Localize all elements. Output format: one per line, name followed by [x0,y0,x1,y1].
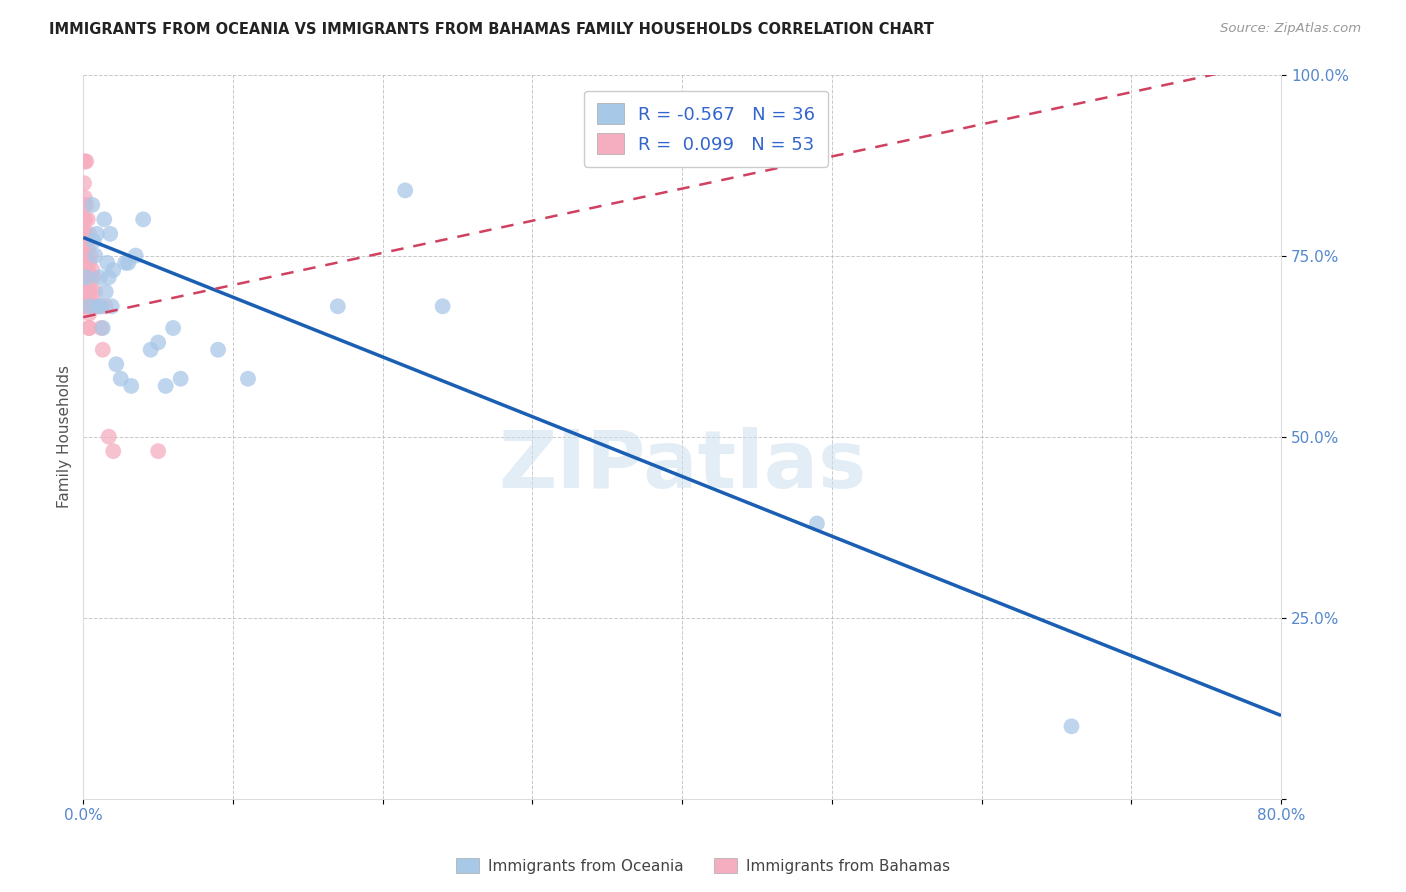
Point [125,249,148,263]
Y-axis label: Family Households: Family Households [58,365,72,508]
Point [76,212,98,227]
Point [110,372,132,386]
Point [73,198,96,212]
Point [79,299,101,313]
Point [98,227,121,241]
Point [77,227,100,241]
Point [207,343,229,357]
Point [80,249,103,263]
Point [83,234,105,248]
Point [82,263,104,277]
Point [162,321,184,335]
Point [73,154,96,169]
Point [394,183,416,197]
Legend: R = -0.567   N = 36, R =  0.099   N = 53: R = -0.567 N = 36, R = 0.099 N = 53 [585,91,828,167]
Point [86,227,108,241]
Point [76,285,98,299]
Point [114,256,136,270]
Point [77,306,100,320]
Point [146,335,169,350]
Point [73,154,96,169]
Point [91,343,114,357]
Point [75,270,97,285]
Point [75,299,97,313]
Point [77,256,100,270]
Point [75,212,97,227]
Point [76,241,98,255]
Point [146,444,169,458]
Point [87,299,110,313]
Point [73,212,96,227]
Point [77,299,100,313]
Point [1060,719,1083,733]
Point [97,430,120,444]
Point [84,285,107,299]
Point [73,285,96,299]
Legend: Immigrants from Oceania, Immigrants from Bahamas: Immigrants from Oceania, Immigrants from… [450,852,956,880]
Point [117,256,139,270]
Point [75,249,97,263]
Point [103,444,125,458]
Point [76,299,98,313]
Point [75,234,97,248]
Point [86,299,108,313]
Point [97,270,120,285]
Point [93,212,115,227]
Point [155,379,177,393]
Point [76,285,98,299]
Point [94,299,117,313]
Point [90,299,112,313]
Point [90,321,112,335]
Point [139,343,162,357]
Point [96,256,118,270]
Point [432,299,454,313]
Text: Source: ZipAtlas.com: Source: ZipAtlas.com [1220,22,1361,36]
Point [76,263,98,277]
Point [82,198,104,212]
Point [73,227,96,241]
Point [169,372,191,386]
Point [75,285,97,299]
Point [73,176,96,190]
Point [89,299,111,313]
Point [79,321,101,335]
Point [236,372,259,386]
Point [77,321,100,335]
Point [806,516,828,531]
Point [82,285,104,299]
Point [105,357,128,371]
Point [326,299,349,313]
Point [87,299,110,313]
Point [75,154,97,169]
Point [75,198,97,212]
Point [94,285,117,299]
Text: IMMIGRANTS FROM OCEANIA VS IMMIGRANTS FROM BAHAMAS FAMILY HOUSEHOLDS CORRELATION: IMMIGRANTS FROM OCEANIA VS IMMIGRANTS FR… [49,22,934,37]
Point [84,249,107,263]
Point [100,299,122,313]
Point [77,285,100,299]
Point [80,299,103,313]
Point [76,263,98,277]
Point [73,249,96,263]
Point [73,227,96,241]
Point [132,212,155,227]
Point [73,191,96,205]
Point [120,379,142,393]
Point [91,321,114,335]
Point [83,299,105,313]
Point [103,263,125,277]
Point [89,270,111,285]
Point [77,299,100,313]
Point [75,270,97,285]
Point [75,227,97,241]
Point [75,241,97,255]
Point [83,270,105,285]
Point [80,270,103,285]
Text: ZIPatlas: ZIPatlas [498,426,866,505]
Point [72,270,94,285]
